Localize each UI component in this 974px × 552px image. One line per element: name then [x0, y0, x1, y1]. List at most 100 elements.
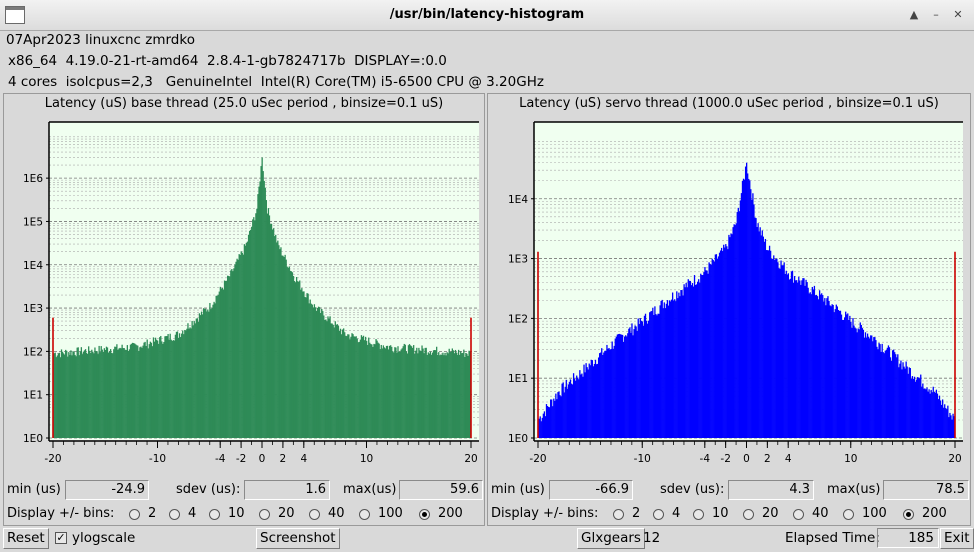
- bins-radio-10[interactable]: [209, 509, 220, 520]
- hist-bar: [92, 351, 94, 438]
- hist-bar: [820, 294, 822, 438]
- host-info: 07Apr2023 linuxcnc zmrdko: [6, 32, 195, 48]
- hist-bar: [150, 342, 153, 438]
- hist-bar: [100, 346, 102, 438]
- hist-bar: [859, 322, 861, 438]
- hist-bar: [358, 341, 360, 438]
- hist-bar: [849, 315, 851, 438]
- ytick-label: 1E0: [508, 433, 528, 445]
- hist-bar: [541, 417, 543, 438]
- hist-bar: [168, 339, 170, 438]
- hist-bar: [196, 318, 199, 438]
- bins-radio-2[interactable]: [613, 509, 624, 520]
- hist-bar: [434, 350, 437, 438]
- hist-bar: [936, 393, 939, 438]
- hist-bar: [332, 324, 334, 438]
- hist-bar: [112, 353, 114, 438]
- hist-bar: [155, 339, 158, 438]
- hist-bar: [376, 340, 378, 438]
- hist-bar: [761, 230, 763, 438]
- bins-radio-4[interactable]: [169, 509, 180, 520]
- hist-bar: [818, 290, 821, 438]
- hist-bar: [292, 276, 295, 438]
- hist-bar: [401, 348, 403, 438]
- hist-bar: [221, 287, 224, 438]
- bins-radio-20[interactable]: [743, 509, 754, 520]
- hist-bar: [72, 351, 74, 438]
- hist-bar: [707, 273, 709, 438]
- hist-bar: [146, 339, 148, 438]
- ytick-label: 1E1: [508, 373, 528, 385]
- hist-bar: [227, 275, 229, 438]
- hist-bar: [285, 259, 287, 438]
- hist-bar: [349, 339, 351, 438]
- hist-bar: [708, 262, 710, 438]
- bins-radio-4[interactable]: [653, 509, 664, 520]
- bins-radio-200[interactable]: [419, 509, 430, 520]
- hist-bar: [98, 345, 100, 438]
- hist-bar: [916, 377, 919, 438]
- hist-bar: [399, 351, 401, 438]
- window-titlebar[interactable]: /usr/bin/latency-histogram ▲ – ✕: [0, 0, 974, 31]
- hist-bar: [697, 281, 699, 438]
- hist-bar: [449, 352, 451, 438]
- max-value: 78.5: [883, 480, 969, 500]
- hist-bar: [428, 353, 430, 438]
- bins-radio-label-4: 4: [672, 506, 681, 521]
- hist-bar: [316, 307, 319, 438]
- bins-radio-label-40: 40: [328, 506, 345, 521]
- hist-bar: [183, 334, 185, 438]
- hist-bar: [176, 331, 179, 438]
- bins-radio-label-20: 20: [278, 506, 295, 521]
- bins-radio-2[interactable]: [129, 509, 140, 520]
- hist-bar: [321, 308, 323, 438]
- hist-bar: [702, 275, 704, 438]
- hist-bar: [833, 312, 835, 438]
- hist-bar: [426, 354, 428, 438]
- hist-bar: [771, 258, 773, 438]
- hist-bar: [753, 204, 755, 438]
- reset-button[interactable]: Reset: [3, 528, 49, 549]
- bins-radio-100[interactable]: [843, 509, 854, 520]
- bins-radio-10[interactable]: [693, 509, 704, 520]
- shade-icon[interactable]: ▲: [909, 8, 919, 21]
- glxgears-button[interactable]: Glxgears: [577, 528, 645, 549]
- bins-radio-label-10: 10: [712, 506, 729, 521]
- exit-button[interactable]: Exit: [940, 528, 974, 549]
- minimize-icon[interactable]: –: [933, 8, 939, 21]
- hist-bar: [710, 264, 712, 438]
- hist-bar: [368, 337, 370, 438]
- close-icon[interactable]: ✕: [953, 8, 963, 21]
- hist-bar: [372, 346, 374, 438]
- hist-bar: [229, 276, 231, 438]
- hist-bar: [170, 339, 172, 438]
- hist-bar: [885, 349, 887, 438]
- hist-bar: [684, 287, 686, 438]
- hist-bar: [306, 293, 308, 438]
- screenshot-button[interactable]: Screenshot: [256, 528, 340, 549]
- bins-radio-40[interactable]: [793, 509, 804, 520]
- hist-bar: [694, 284, 697, 438]
- window-menu-icon[interactable]: [5, 6, 25, 24]
- hist-bar: [911, 376, 914, 438]
- hist-bar: [601, 348, 603, 438]
- hist-bar: [233, 268, 235, 438]
- hist-bar: [584, 372, 586, 438]
- hist-bar: [620, 334, 623, 438]
- hist-bar: [334, 321, 336, 438]
- hist-bar: [278, 245, 280, 438]
- hist-bar: [639, 318, 641, 438]
- bins-radio-label-40: 40: [812, 506, 829, 521]
- hist-bar: [839, 310, 842, 438]
- hist-bar: [340, 334, 343, 438]
- bins-radio-200[interactable]: [903, 509, 914, 520]
- bins-radio-100[interactable]: [359, 509, 370, 520]
- hist-bar: [748, 178, 750, 438]
- hist-bar: [856, 332, 858, 438]
- hist-bar: [270, 223, 273, 438]
- ylogscale-checkbox[interactable]: ✓: [55, 531, 67, 544]
- bins-radio-40[interactable]: [309, 509, 320, 520]
- bins-radio-20[interactable]: [259, 509, 270, 520]
- hist-bar: [860, 324, 862, 438]
- hist-bar: [218, 291, 220, 438]
